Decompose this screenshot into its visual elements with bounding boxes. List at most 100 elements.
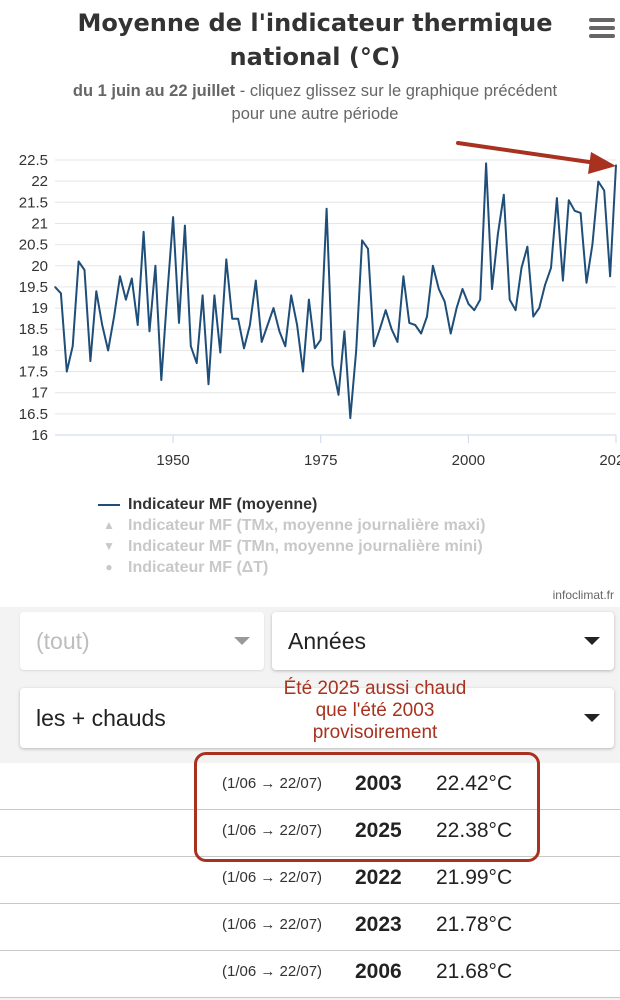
data-point [373, 345, 375, 347]
ranking-row[interactable]: (1/06 → 22/07) 2023 21.78°C [0, 904, 620, 951]
data-point [325, 207, 328, 210]
data-point [243, 347, 245, 350]
ranking-row[interactable]: (1/06 → 22/07) 2006 21.68°C [0, 951, 620, 998]
data-point [538, 307, 541, 309]
data-point [195, 362, 198, 364]
data-point [443, 300, 446, 303]
chevron-down-icon [584, 714, 600, 722]
chevron-down-icon [234, 637, 250, 645]
legend-item-tmx[interactable]: ▲ Indicateur MF (TMx, moyenne journalièr… [98, 515, 485, 536]
data-point [349, 417, 352, 419]
ranking-year: 2022 [355, 866, 402, 889]
data-point [290, 294, 293, 297]
y-tick-label: 22.5 [19, 152, 48, 169]
data-point [319, 339, 322, 341]
granularity-select[interactable]: Années [272, 612, 614, 670]
period-select-value: (tout) [36, 627, 90, 654]
data-point [420, 332, 422, 335]
legend-label: Indicateur MF (TMn, moyenne journalière … [128, 538, 483, 555]
legend-item-moyenne[interactable]: Indicateur MF (moyenne) [98, 494, 485, 515]
ranking-row[interactable]: (1/06 → 22/07) 2025 22.38°C [0, 810, 620, 857]
data-point [378, 328, 381, 331]
series-points [54, 162, 617, 419]
data-point [284, 345, 287, 347]
data-point [579, 212, 582, 214]
data-point [83, 269, 86, 271]
data-point [514, 309, 517, 311]
data-point [384, 309, 387, 311]
data-point [473, 309, 476, 311]
hamburger-menu-icon[interactable] [589, 18, 615, 40]
data-point [201, 294, 204, 297]
data-point [213, 294, 216, 297]
data-point [130, 277, 133, 280]
chart-legend: Indicateur MF (moyenne) ▲ Indicateur MF … [98, 494, 485, 578]
data-point [237, 317, 239, 320]
data-point [260, 341, 263, 343]
data-point [272, 307, 275, 309]
annotation-line: Été 2025 aussi chaud [283, 678, 467, 699]
data-point [526, 245, 529, 248]
ranking-temperature: 22.38°C [436, 819, 513, 842]
data-point [361, 239, 363, 242]
data-point [77, 260, 80, 263]
data-point [550, 267, 552, 269]
data-point [402, 275, 405, 278]
x-tick-label: 2000 [452, 452, 485, 469]
data-point [95, 290, 98, 292]
triangle-up-icon: ▲ [103, 518, 115, 532]
data-point [148, 330, 151, 333]
data-point [585, 281, 588, 284]
y-tick-label: 19.5 [19, 279, 48, 296]
ranking-row[interactable]: (1/06 → 22/07) 2022 21.99°C [0, 857, 620, 904]
ranking-temperature: 21.99°C [436, 866, 513, 889]
y-tick-label: 18 [31, 342, 48, 359]
data-point [449, 332, 452, 335]
y-tick-label: 16 [31, 427, 48, 444]
line-chart[interactable]: 16 16.5 17 17.5 18 18.5 19 19.5 20 20.5 21 21.5 22 22… [0, 140, 620, 480]
y-tick-label: 20.5 [19, 237, 48, 254]
data-point [119, 275, 121, 278]
trend-arrow [456, 141, 616, 174]
data-point [225, 258, 228, 261]
data-point [337, 394, 340, 396]
legend-item-tmn[interactable]: ▼ Indicateur MF (TMn, moyenne journalièr… [98, 536, 485, 557]
data-point [408, 322, 411, 324]
y-tick-label: 16.5 [19, 406, 48, 423]
data-point [597, 180, 600, 183]
x-tick-label: 1975 [304, 452, 337, 469]
data-point [172, 216, 174, 218]
data-point [190, 345, 192, 347]
granularity-select-value: Années [288, 627, 367, 654]
data-point [591, 243, 594, 246]
y-tick-label: 21.5 [19, 194, 48, 211]
annotation-text: Été 2025 aussi chaud que l'été 2003 prov… [270, 678, 480, 744]
data-point [54, 286, 56, 288]
legend-item-delta-t[interactable]: ● Indicateur MF (ΔT) [98, 557, 485, 578]
data-point [331, 364, 334, 366]
ranking-temperature: 21.68°C [436, 960, 513, 983]
y-tick-label: 22 [31, 173, 48, 190]
data-point [71, 345, 74, 347]
data-point [89, 360, 92, 362]
data-point [485, 162, 487, 165]
data-point [414, 324, 417, 326]
ranking-period: (1/06 → 22/07) [222, 822, 323, 839]
circle-icon: ● [105, 560, 113, 574]
ranking-period: (1/06 → 22/07) [222, 963, 323, 980]
data-point [426, 315, 428, 318]
subtitle-period: du 1 juin au 22 juillet [72, 82, 236, 100]
chevron-down-icon [584, 637, 600, 645]
data-point [314, 347, 316, 350]
subtitle-hint: - cliquez glissez sur le graphique précé… [231, 82, 558, 123]
period-select[interactable]: (tout) [20, 612, 264, 670]
data-point [520, 267, 523, 269]
data-point [266, 324, 269, 326]
ranking-period: (1/06 → 22/07) [222, 869, 323, 886]
ranking-row[interactable]: (1/06 → 22/07) 2003 22.42°C [0, 763, 620, 810]
x-axis: 1950 1975 2000 2025 [55, 434, 620, 469]
data-point [573, 209, 576, 212]
data-point [467, 303, 470, 305]
chart-credit[interactable]: infoclimat.fr [552, 588, 614, 602]
sort-select[interactable]: les + chauds [20, 688, 614, 748]
